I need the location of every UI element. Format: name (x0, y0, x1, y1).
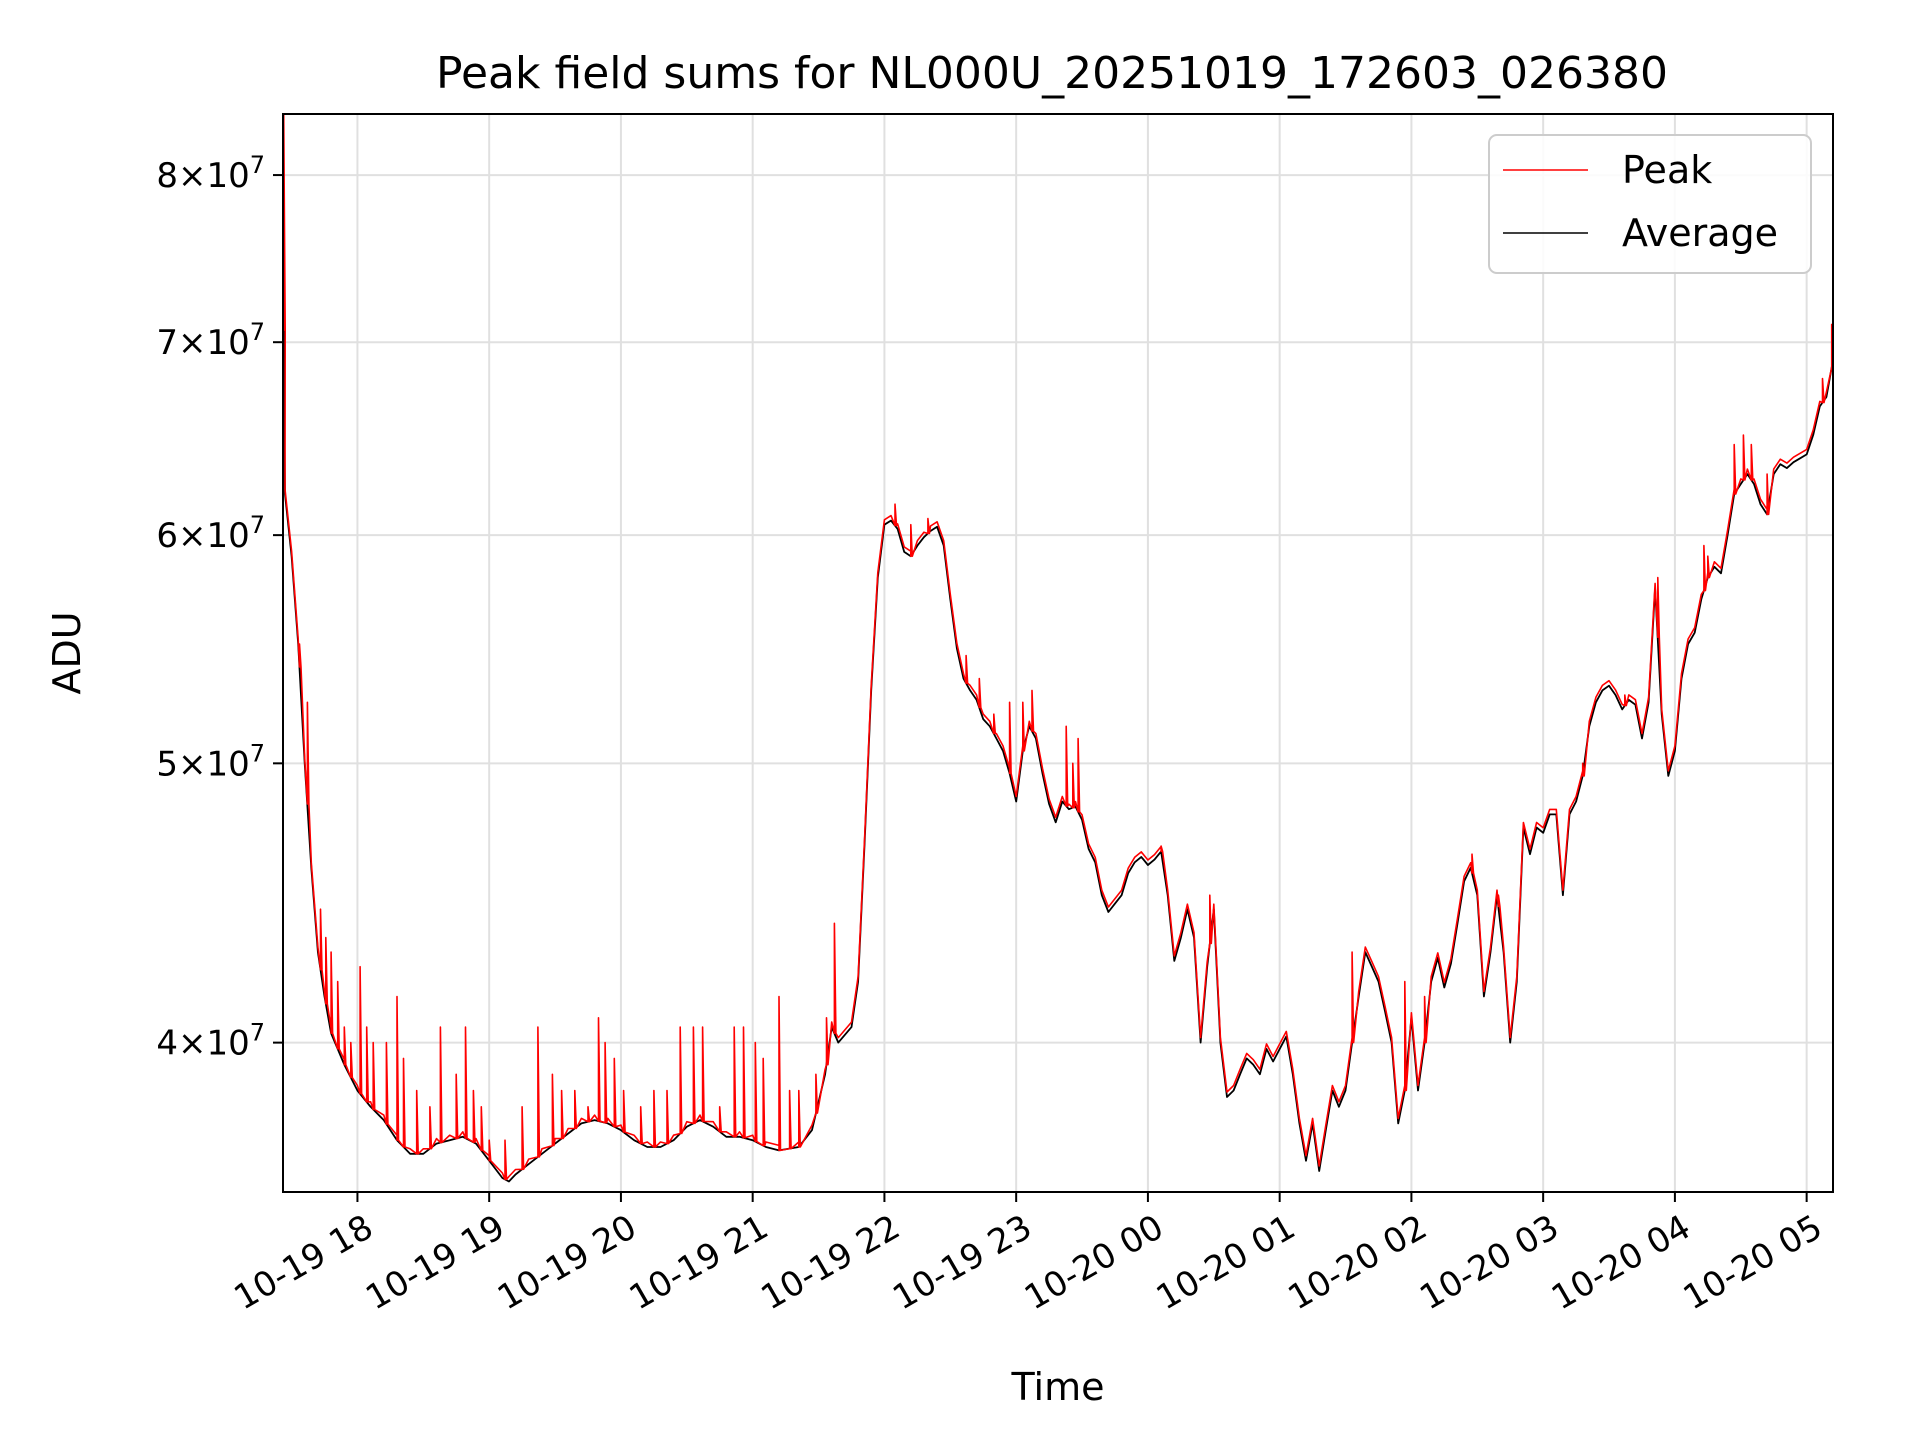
plot-area-frame (282, 113, 1834, 1193)
y-axis-label: ADU (45, 611, 89, 694)
legend: Peak Average (1488, 134, 1812, 274)
y-tick-label: 7×107 (156, 318, 265, 363)
average-line (282, 255, 1834, 1183)
y-tick-label: 8×107 (156, 151, 265, 196)
legend-average-label: Average (1622, 211, 1778, 255)
y-axis-ticks: 4×107 5×107 6×107 7×107 8×107 (156, 151, 283, 1064)
chart-title: Peak field sums for NL000U_20251019_1726… (436, 48, 1668, 99)
y-tick-label: 4×107 (156, 1019, 265, 1064)
peak-line (282, 113, 1834, 1181)
y-tick-label: 5×107 (156, 739, 265, 784)
average-series (282, 255, 1834, 1183)
y-tick-label: 6×107 (156, 511, 265, 556)
peak-series (282, 113, 1834, 1181)
grid (283, 114, 1833, 1192)
legend-peak-label: Peak (1622, 148, 1712, 192)
x-axis-label: Time (1011, 1365, 1105, 1409)
